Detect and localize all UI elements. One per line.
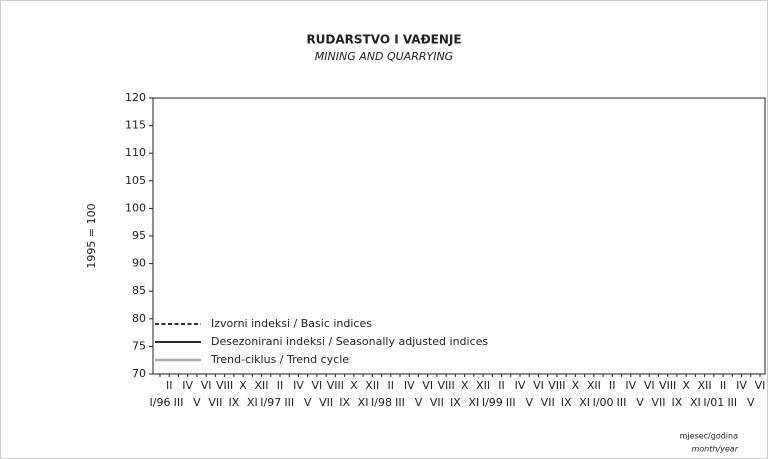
y-tick-label: 90 xyxy=(132,257,146,270)
x-tick-label: XI xyxy=(247,396,258,409)
x-tick-label: XII xyxy=(587,379,601,392)
x-tick-label: II xyxy=(609,379,616,392)
x-tick-label: XI xyxy=(468,396,479,409)
x-tick-label: V xyxy=(636,396,644,409)
x-tick-label: II xyxy=(166,379,173,392)
x-tick-label: VIII xyxy=(216,379,233,392)
x-tick-label: XII xyxy=(476,379,490,392)
x-tick-label: III xyxy=(617,396,627,409)
x-tick-label: III xyxy=(284,396,294,409)
y-tick-label: 120 xyxy=(125,91,146,104)
x-tick-label: II xyxy=(720,379,727,392)
x-tick-label: VI xyxy=(422,379,433,392)
x-tick-label: VII xyxy=(541,396,555,409)
x-tick-label: X xyxy=(682,379,690,392)
x-tick-label: VI xyxy=(312,379,323,392)
x-tick-label: VIII xyxy=(659,379,676,392)
y-tick-label: 105 xyxy=(125,174,146,187)
x-tick-label: XII xyxy=(698,379,712,392)
y-tick-label: 70 xyxy=(132,367,146,380)
x-tick-label: XI xyxy=(579,396,590,409)
x-tick-label: II xyxy=(498,379,505,392)
plot-area xyxy=(152,97,766,375)
x-tick-label: X xyxy=(350,379,358,392)
x-tick-label: VI xyxy=(755,379,766,392)
x-tick-label: V xyxy=(747,396,755,409)
x-tick-label: I/00 xyxy=(593,396,614,409)
x-tick-label: I/97 xyxy=(260,396,281,409)
x-tick-label: IX xyxy=(228,396,239,409)
x-tick-label: II xyxy=(277,379,284,392)
x-tick-label: X xyxy=(572,379,580,392)
x-tick-label: IV xyxy=(293,379,304,392)
y-tick-label: 75 xyxy=(132,339,146,352)
x-axis-label: mjesec/godina xyxy=(680,432,738,441)
x-tick-label: VIII xyxy=(548,379,565,392)
y-tick-label: 115 xyxy=(125,119,146,132)
x-tick-label: XII xyxy=(365,379,379,392)
x-tick-label: VI xyxy=(533,379,544,392)
x-tick-label: I/99 xyxy=(482,396,503,409)
legend-label: Izvorni indeksi / Basic indices xyxy=(211,317,372,330)
x-tick-label: IV xyxy=(625,379,636,392)
x-tick-label: II xyxy=(388,379,395,392)
y-axis-label: 1995 = 100 xyxy=(85,203,98,268)
x-tick-label: III xyxy=(174,396,184,409)
x-tick-label: I/98 xyxy=(371,396,392,409)
x-tick-label: IX xyxy=(561,396,572,409)
chart-subtitle: MINING AND QUARRYING xyxy=(315,50,453,63)
x-tick-label: VII xyxy=(430,396,444,409)
x-tick-label: IV xyxy=(404,379,415,392)
y-tick-label: 100 xyxy=(125,201,146,214)
x-tick-label: VII xyxy=(208,396,222,409)
x-tick-label: I/01 xyxy=(703,396,724,409)
x-tick-label: VIII xyxy=(327,379,344,392)
x-tick-label: VI xyxy=(201,379,212,392)
x-tick-label: V xyxy=(304,396,312,409)
legend-label: Trend-ciklus / Trend cycle xyxy=(210,353,349,366)
x-tick-label: IV xyxy=(182,379,193,392)
x-tick-label: VII xyxy=(651,396,665,409)
y-tick-label: 95 xyxy=(132,229,146,242)
x-tick-label: III xyxy=(506,396,516,409)
x-tick-label: XII xyxy=(255,379,269,392)
y-tick-label: 85 xyxy=(132,284,146,297)
x-tick-label: IX xyxy=(672,396,683,409)
y-tick-label: 110 xyxy=(125,146,146,159)
y-tick-label: 80 xyxy=(132,312,146,325)
x-tick-label: IV xyxy=(515,379,526,392)
x-tick-label: V xyxy=(193,396,201,409)
x-tick-label: X xyxy=(461,379,469,392)
x-tick-label: V xyxy=(415,396,423,409)
x-tick-label: III xyxy=(395,396,405,409)
x-tick-label: X xyxy=(239,379,247,392)
x-tick-label: XI xyxy=(358,396,369,409)
x-tick-label: III xyxy=(727,396,737,409)
x-tick-label: IX xyxy=(450,396,461,409)
legend-label: Desezonirani indeksi / Seasonally adjust… xyxy=(211,335,488,348)
x-tick-label: V xyxy=(525,396,533,409)
x-axis-label-en: month/year xyxy=(691,445,738,454)
x-tick-label: I/96 xyxy=(150,396,171,409)
x-tick-label: IV xyxy=(736,379,747,392)
x-tick-label: VI xyxy=(644,379,655,392)
x-tick-label: VIII xyxy=(438,379,455,392)
x-tick-label: XI xyxy=(690,396,701,409)
x-tick-label: IX xyxy=(339,396,350,409)
x-tick-label: VII xyxy=(319,396,333,409)
chart-title: RUDARSTVO I VAĐENJE xyxy=(306,33,461,47)
